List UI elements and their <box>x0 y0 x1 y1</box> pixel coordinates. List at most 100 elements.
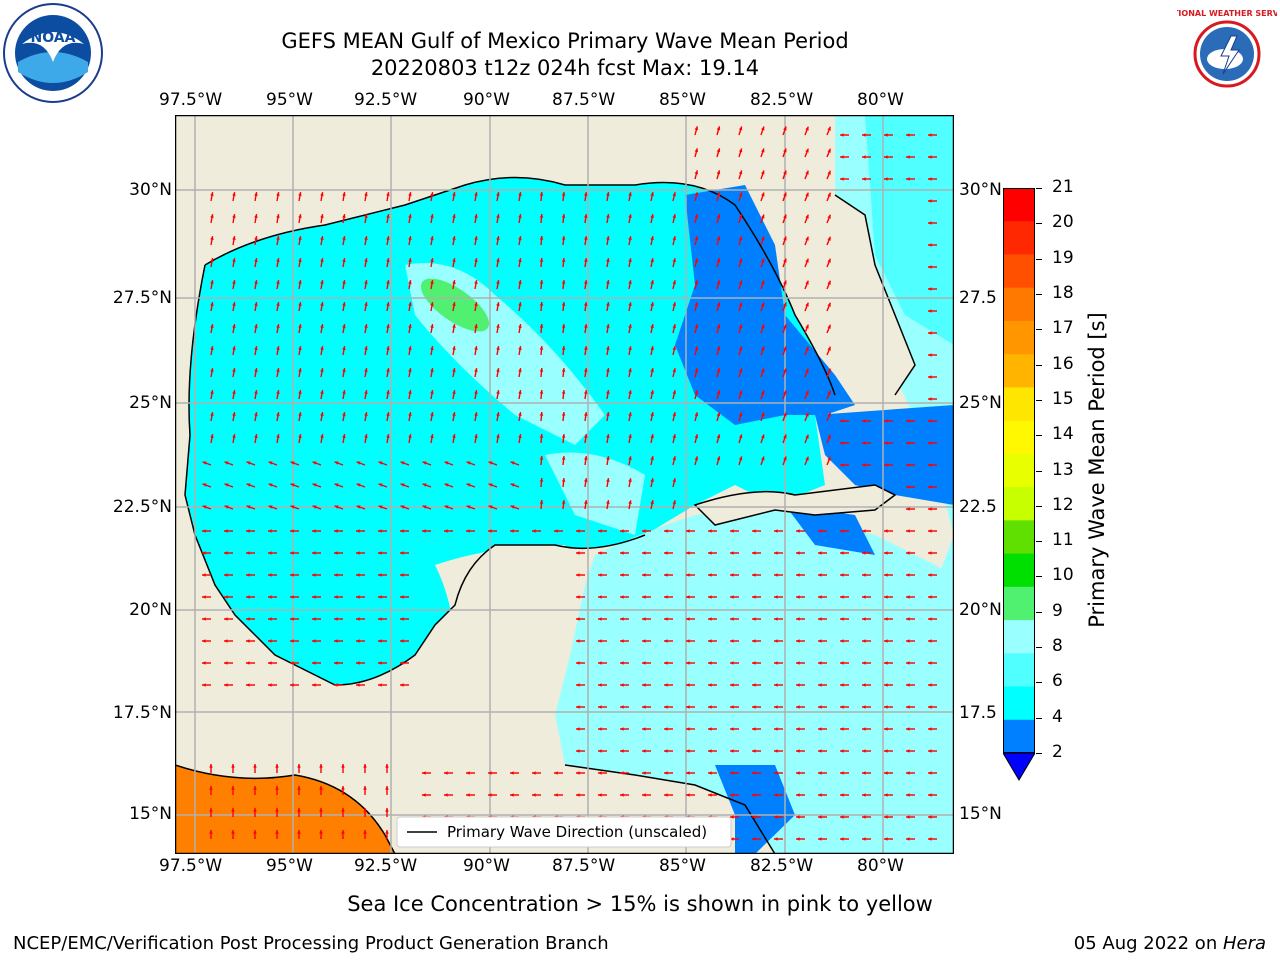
wave-arrow-head <box>334 661 338 665</box>
wave-arrow-head <box>312 551 316 555</box>
wave-arrow-head <box>694 434 699 439</box>
wave-arrow-head <box>422 529 426 533</box>
colorbar-tick-mark <box>1036 753 1042 754</box>
wave-arrow-head <box>488 771 492 775</box>
wave-arrow-head <box>606 258 610 262</box>
wave-arrow-head <box>620 683 624 687</box>
wave-arrow-head <box>686 727 690 731</box>
wave-arrow-head <box>827 236 831 241</box>
wave-arrow-head <box>774 771 778 775</box>
wave-arrow-head <box>620 595 624 599</box>
wave-arrow-head <box>708 595 712 599</box>
wave-arrow-head <box>386 302 390 306</box>
wave-arrow-head <box>906 485 910 489</box>
wave-arrow-head <box>246 461 251 465</box>
wave-arrow-head <box>686 639 690 643</box>
wave-arrow-head <box>334 683 338 687</box>
wave-arrow-head <box>716 302 721 307</box>
wave-arrow-head <box>532 529 536 533</box>
wave-arrow-head <box>774 837 778 841</box>
wave-arrow-head <box>928 793 932 797</box>
wave-arrow-head <box>598 595 602 599</box>
wave-arrow-head <box>628 302 632 306</box>
wave-arrow-head <box>862 155 866 159</box>
wave-arrow-head <box>884 705 888 709</box>
wave-arrow-head <box>818 771 822 775</box>
wave-arrow-head <box>576 727 580 731</box>
wave-arrow-head <box>584 236 588 240</box>
wave-arrow-head <box>805 148 809 153</box>
wave-arrow-head <box>738 390 743 395</box>
wave-arrow-head <box>400 505 405 509</box>
wave-arrow-head <box>510 793 514 797</box>
wave-arrow-head <box>805 214 809 219</box>
wave-arrow-head <box>444 483 449 487</box>
wave-arrow-head <box>378 483 383 487</box>
wave-arrow-head <box>290 661 294 665</box>
wave-arrow-head <box>232 368 236 372</box>
wave-arrow-head <box>884 551 888 555</box>
wave-arrow-head <box>422 461 427 465</box>
wave-arrow-head <box>539 258 544 262</box>
wave-arrow-head <box>694 192 699 197</box>
wave-arrow-head <box>862 661 866 665</box>
wave-arrow-head <box>408 280 412 284</box>
wave-arrow-head <box>466 771 470 775</box>
lon-label: 95°W <box>266 90 313 110</box>
wave-arrow-head <box>231 830 235 834</box>
wave-arrow-head <box>716 368 721 373</box>
wave-arrow-head <box>276 236 280 240</box>
wave-arrow-head <box>796 573 800 577</box>
wave-arrow-head <box>642 749 646 753</box>
wave-arrow-head <box>312 683 316 687</box>
wave-arrow-head <box>761 456 765 461</box>
wave-arrow-head <box>320 214 324 218</box>
wave-arrow-head <box>840 595 844 599</box>
wave-arrow-head <box>444 793 448 797</box>
wave-arrow-head <box>386 390 390 394</box>
wave-arrow-head <box>320 434 324 438</box>
wave-arrow-head <box>584 214 588 218</box>
wave-arrow-head <box>561 500 566 504</box>
wave-arrow-head <box>774 815 778 819</box>
wave-arrow-head <box>752 771 756 775</box>
wave-arrow-head <box>783 148 787 153</box>
colorbar-band <box>1003 620 1035 654</box>
wave-arrow-head <box>276 214 280 218</box>
wave-arrow-head <box>298 258 302 262</box>
wave-arrow-head <box>761 302 765 307</box>
lon-label: 92.5°W <box>354 856 418 876</box>
wave-arrow-head <box>805 258 809 263</box>
colorbar-tick-label: 2 <box>1052 742 1063 762</box>
wave-arrow-head <box>716 390 721 395</box>
wave-arrow-head <box>686 771 690 775</box>
wave-arrow-head <box>738 346 743 351</box>
wave-arrow-head <box>716 412 721 417</box>
ocean-caribbean <box>555 505 954 854</box>
wave-arrow-head <box>224 551 228 555</box>
wave-arrow-head <box>862 727 866 731</box>
wave-arrow-head <box>210 390 214 394</box>
wave-arrow-head <box>253 808 257 812</box>
wave-arrow-head <box>694 412 699 417</box>
wave-arrow-head <box>518 258 522 262</box>
wave-arrow-head <box>628 346 632 350</box>
wave-arrow-head <box>928 309 932 313</box>
wave-arrow-head <box>928 441 932 445</box>
wave-arrow-head <box>422 505 427 509</box>
wave-arrow-head <box>275 786 279 790</box>
wave-arrow-head <box>386 434 390 438</box>
wave-arrow-head <box>862 463 866 467</box>
wave-arrow-head <box>518 390 522 394</box>
wave-arrow-head <box>224 461 229 465</box>
wave-arrow-head <box>650 214 654 219</box>
wave-arrow-head <box>827 434 831 439</box>
ocean-gulf <box>185 177 835 685</box>
wave-arrow-head <box>884 595 888 599</box>
wave-arrow-head <box>783 346 787 351</box>
wave-arrow-head <box>518 192 522 196</box>
wave-arrow-head <box>452 412 456 416</box>
lon-label: 80°W <box>857 90 904 110</box>
wave-arrow-head <box>378 639 382 643</box>
wave-arrow-head <box>298 236 302 240</box>
